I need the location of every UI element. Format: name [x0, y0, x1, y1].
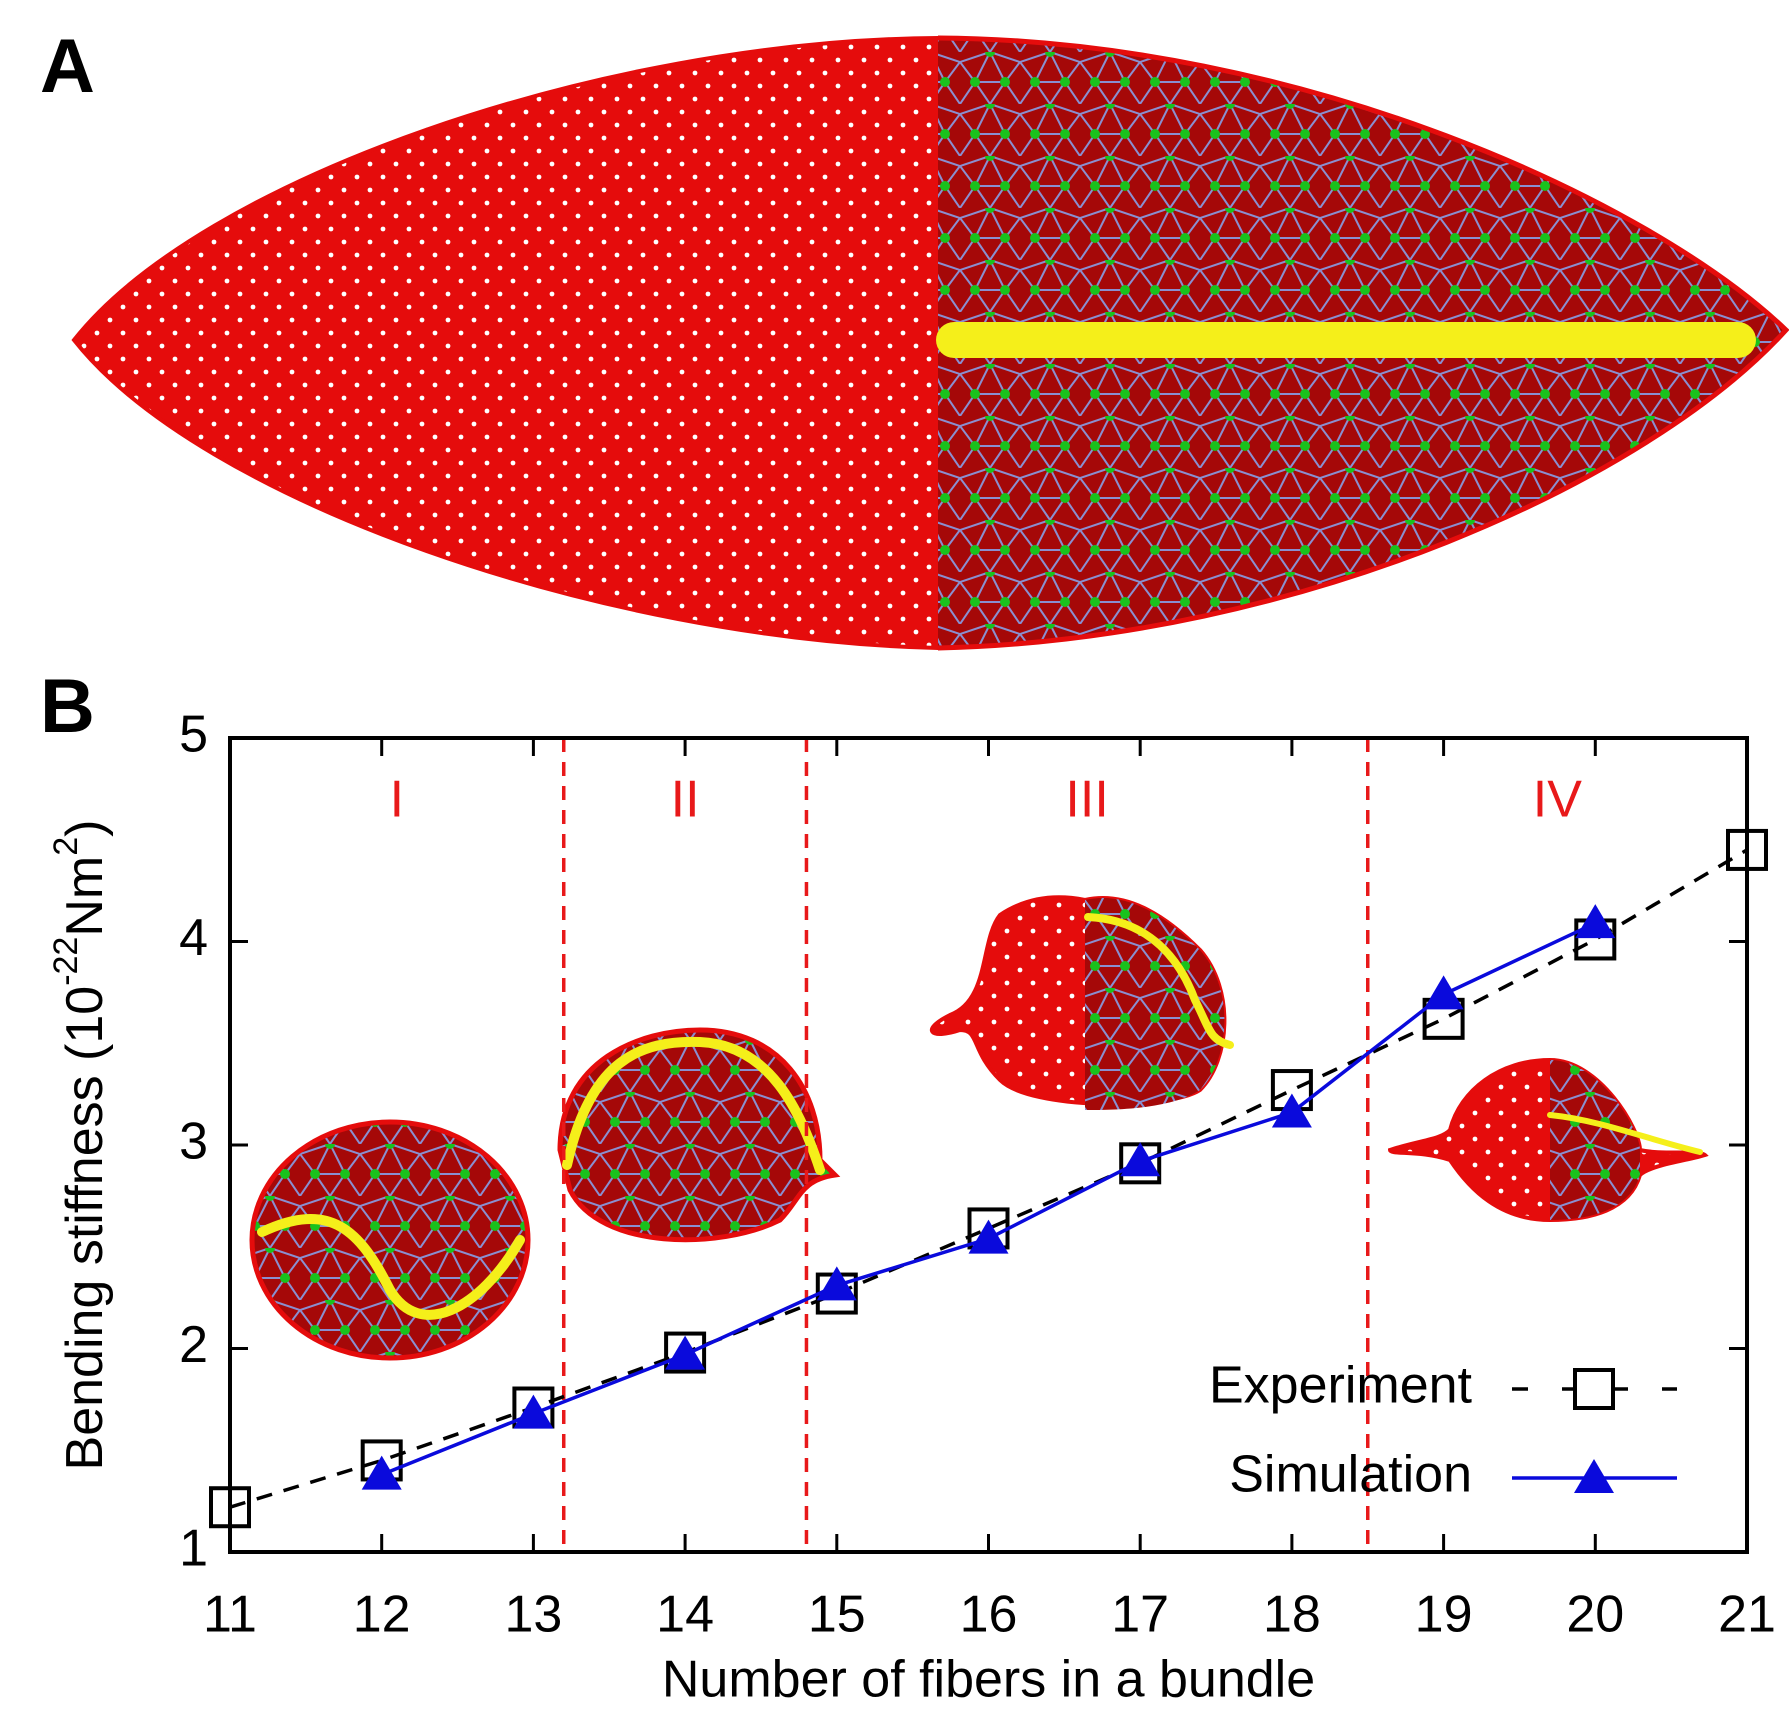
y-tick-label: 2 — [179, 1316, 208, 1374]
y-axis-label: Bending stiffness (10-22Nm2) — [47, 820, 114, 1471]
y-tick-label: 4 — [179, 909, 208, 967]
data-point — [665, 1335, 706, 1370]
x-tick-label: 11 — [203, 1586, 257, 1644]
y-axis-label-part: ) — [56, 820, 114, 837]
x-tick-label: 18 — [1263, 1586, 1321, 1644]
data-point — [513, 1394, 554, 1429]
y-tick-label: 3 — [179, 1113, 208, 1171]
cell-illustration — [71, 35, 1789, 651]
data-point — [816, 1266, 857, 1301]
x-axis-label: Number of fibers in a bundle — [662, 1651, 1315, 1709]
legend-marker — [1574, 1459, 1614, 1493]
legend-label: Experiment — [1209, 1357, 1473, 1415]
panel-label: B — [40, 664, 95, 749]
legend-label: Simulation — [1229, 1446, 1472, 1504]
data-point — [664, 1331, 707, 1374]
data-point — [1575, 904, 1616, 939]
y-axis-label-part: Nm — [56, 856, 114, 937]
data-point — [1271, 1093, 1312, 1128]
x-tick-label: 21 — [1718, 1586, 1776, 1644]
x-tick-label: 16 — [960, 1586, 1018, 1644]
x-tick-label: 15 — [808, 1586, 866, 1644]
region-label: II — [671, 771, 700, 829]
y-axis-label-part: Bending stiffness (10 — [56, 986, 114, 1471]
x-tick-label: 19 — [1415, 1586, 1473, 1644]
data-point — [968, 1219, 1009, 1254]
region-label: IV — [1533, 771, 1582, 829]
y-axis-label-part: 2 — [47, 837, 85, 856]
data-point — [209, 1486, 251, 1529]
y-tick-label: 1 — [179, 1520, 208, 1578]
data-point — [1726, 828, 1768, 871]
x-tick-label: 12 — [353, 1586, 411, 1644]
region-label: III — [1065, 771, 1108, 829]
data-point — [1423, 975, 1464, 1010]
legend: Experiment Simulation — [1209, 1357, 1677, 1504]
series-line — [229, 848, 1748, 1509]
region-label: I — [390, 771, 404, 829]
x-tick-label: 17 — [1111, 1586, 1169, 1644]
data-point — [1120, 1142, 1161, 1177]
x-tick-label: 20 — [1566, 1586, 1624, 1644]
shape-insets — [249, 895, 1709, 1361]
y-tick-label: 5 — [179, 706, 208, 764]
x-tick-label: 13 — [504, 1586, 562, 1644]
legend-marker — [1573, 1368, 1615, 1410]
x-tick-label: 14 — [656, 1586, 714, 1644]
y-axis-label-part: -22 — [47, 937, 85, 986]
panel-label: A — [40, 24, 95, 109]
data-point — [361, 1455, 402, 1490]
